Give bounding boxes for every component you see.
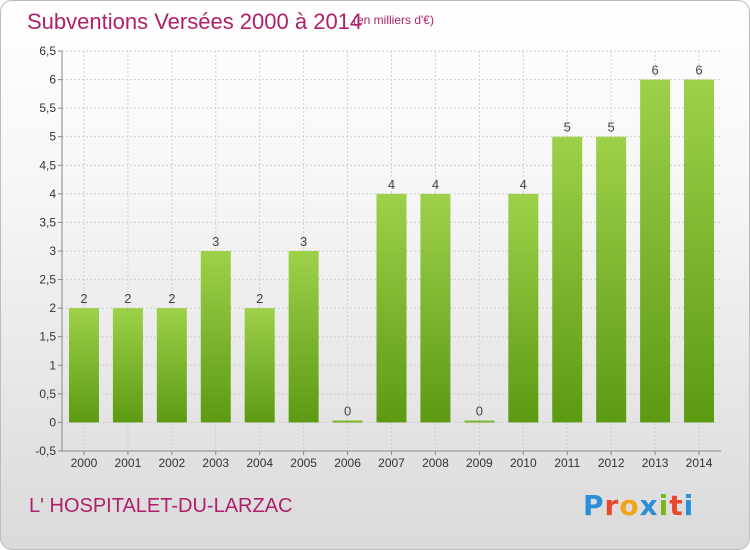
logo-letter: P — [583, 489, 605, 522]
bar — [112, 308, 143, 423]
bar — [376, 193, 407, 423]
x-tick-label: 2009 — [466, 456, 493, 470]
data-label: 4 — [388, 177, 395, 192]
x-tick-label: 2011 — [554, 456, 580, 470]
x-tick-label: 2013 — [642, 456, 669, 470]
x-tick-label: 2001 — [115, 456, 142, 470]
x-tick-label: 2010 — [510, 456, 537, 470]
y-tick-label: 1,5 — [39, 330, 56, 344]
bar — [464, 420, 495, 423]
x-tick-label: 2002 — [158, 456, 185, 470]
x-tick-label: 2014 — [686, 456, 713, 470]
data-label: 0 — [476, 403, 483, 418]
y-tick-label: 6,5 — [39, 44, 56, 58]
bar — [508, 193, 539, 423]
data-labels: 2 2 2 3 2 3 0 4 4 0 4 5 5 6 6 — [80, 63, 702, 419]
data-label: 5 — [564, 120, 571, 135]
data-label: 2 — [256, 291, 263, 306]
bar — [244, 308, 275, 423]
logo-letter: o — [619, 489, 640, 522]
data-label: 2 — [168, 291, 175, 306]
bar — [640, 79, 671, 423]
proxiti-logo[interactable]: Proxiti — [583, 489, 694, 522]
logo-letter: x — [639, 489, 659, 522]
y-tick-label: 4 — [49, 187, 56, 201]
y-tick-label: 2,5 — [39, 273, 56, 287]
logo-letter: i — [683, 489, 695, 522]
bar — [332, 420, 363, 423]
x-tick-label: 2012 — [598, 456, 625, 470]
y-tick-label: 4,5 — [39, 158, 56, 172]
y-tick-label: -0,5 — [35, 444, 56, 458]
data-label: 2 — [124, 291, 131, 306]
bar — [288, 251, 319, 423]
y-tick-label: 0 — [49, 415, 56, 429]
location-name: L' HOSPITALET-DU-LARZAC — [29, 495, 293, 517]
x-tick-label: 2008 — [422, 456, 449, 470]
y-tick-label: 3 — [49, 244, 56, 258]
logo-letter: t — [669, 489, 684, 522]
bar — [68, 308, 99, 423]
y-tick-label: 2 — [49, 301, 56, 315]
logo-letter: i — [658, 489, 670, 522]
bar — [552, 136, 583, 423]
y-tick-label: 5,5 — [39, 101, 56, 115]
y-tick-label: 1 — [49, 358, 56, 372]
axes: -0,5 0 0,5 1 1,5 2 2,5 3 3,5 4 4,5 5 5,5 6 6,5 2000 2001… — [35, 44, 721, 470]
bar — [596, 136, 627, 423]
bar — [200, 251, 231, 423]
x-tick-label: 2006 — [334, 456, 361, 470]
y-tick-label: 6 — [49, 73, 56, 87]
x-tick-label: 2003 — [202, 456, 229, 470]
bar — [684, 79, 715, 423]
chart-title: Subventions Versées 2000 à 2014 — [27, 9, 363, 34]
data-label: 2 — [80, 291, 87, 306]
data-label: 3 — [300, 234, 307, 249]
data-label: 6 — [695, 63, 702, 78]
bars — [68, 79, 715, 423]
bar — [420, 193, 451, 423]
x-tick-label: 2004 — [246, 456, 273, 470]
data-label: 0 — [344, 403, 351, 418]
x-tick-label: 2007 — [378, 456, 405, 470]
data-label: 6 — [651, 63, 658, 78]
data-label: 4 — [432, 177, 439, 192]
chart-subtitle: (en milliers d'€) — [353, 13, 434, 27]
data-label: 3 — [212, 234, 219, 249]
y-tick-label: 0,5 — [39, 387, 56, 401]
bar — [156, 308, 187, 423]
x-tick-label: 2000 — [71, 456, 98, 470]
data-label: 4 — [520, 177, 527, 192]
x-tick-label: 2005 — [290, 456, 317, 470]
logo-letter: r — [604, 489, 620, 522]
data-label: 5 — [608, 120, 615, 135]
y-tick-label: 5 — [49, 130, 56, 144]
y-tick-label: 3,5 — [39, 215, 56, 229]
